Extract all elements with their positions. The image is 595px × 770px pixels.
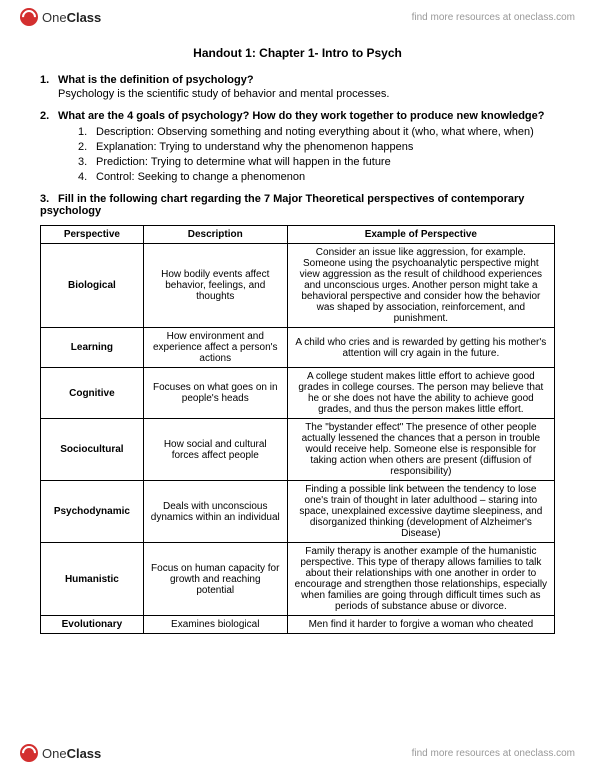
q1-answer: Psychology is the scientific study of be…: [58, 88, 555, 100]
brand-logo: OneClass: [20, 8, 101, 26]
list-item: 4. Control: Seeking to change a phenomen…: [78, 171, 555, 183]
table-body: Biological How bodily events affect beha…: [41, 244, 555, 634]
cell-perspective: Biological: [41, 244, 144, 328]
cell-perspective: Evolutionary: [41, 616, 144, 634]
question-2: 2.What are the 4 goals of psychology? Ho…: [40, 110, 555, 122]
table-row: Cognitive Focuses on what goes on in peo…: [41, 368, 555, 419]
cell-description: How bodily events affect behavior, feeli…: [143, 244, 287, 328]
page-header: OneClass find more resources at oneclass…: [0, 0, 595, 34]
table-row: Humanistic Focus on human capacity for g…: [41, 543, 555, 616]
table-row: Sociocultural How social and cultural fo…: [41, 419, 555, 481]
table-row: Evolutionary Examines biological Men fin…: [41, 616, 555, 634]
cell-perspective: Humanistic: [41, 543, 144, 616]
cell-description: Examines biological: [143, 616, 287, 634]
cell-perspective: Learning: [41, 328, 144, 368]
table-header-row: Perspective Description Example of Persp…: [41, 226, 555, 244]
list-item: 1. Description: Observing something and …: [78, 126, 555, 138]
page-footer: OneClass find more resources at oneclass…: [0, 736, 595, 770]
header-description: Description: [143, 226, 287, 244]
q3-number: 3.: [40, 193, 58, 205]
cell-perspective: Cognitive: [41, 368, 144, 419]
cell-description: Deals with unconscious dynamics within a…: [143, 481, 287, 543]
cell-example: A child who cries and is rewarded by get…: [287, 328, 554, 368]
cell-example: Family therapy is another example of the…: [287, 543, 554, 616]
cell-description: Focuses on what goes on in people's head…: [143, 368, 287, 419]
cell-description: How social and cultural forces affect pe…: [143, 419, 287, 481]
cell-example: The "bystander effect" The presence of o…: [287, 419, 554, 481]
cell-perspective: Sociocultural: [41, 419, 144, 481]
header-perspective: Perspective: [41, 226, 144, 244]
brand-part2: Class: [67, 746, 102, 761]
question-3: 3.Fill in the following chart regarding …: [40, 193, 555, 217]
brand-name: OneClass: [42, 10, 101, 25]
logo-icon: [20, 8, 38, 26]
cell-example: Consider an issue like aggression, for e…: [287, 244, 554, 328]
list-item: 2. Explanation: Trying to understand why…: [78, 141, 555, 153]
q2-number: 2.: [40, 110, 58, 122]
logo-icon: [20, 744, 38, 762]
cell-example: Finding a possible link between the tend…: [287, 481, 554, 543]
item-num: 1.: [78, 126, 96, 138]
q2-text: What are the 4 goals of psychology? How …: [58, 110, 545, 122]
item-text: Prediction: Trying to determine what wil…: [96, 156, 391, 168]
header-example: Example of Perspective: [287, 226, 554, 244]
cell-example: Men find it harder to forgive a woman wh…: [287, 616, 554, 634]
item-num: 3.: [78, 156, 96, 168]
cell-description: How environment and experience affect a …: [143, 328, 287, 368]
cell-perspective: Psychodynamic: [41, 481, 144, 543]
footer-tagline: find more resources at oneclass.com: [412, 748, 575, 759]
q1-text: What is the definition of psychology?: [58, 74, 254, 86]
item-text: Description: Observing something and not…: [96, 126, 534, 138]
header-tagline: find more resources at oneclass.com: [412, 12, 575, 23]
item-num: 2.: [78, 141, 96, 153]
q2-list: 1. Description: Observing something and …: [78, 126, 555, 183]
document-title: Handout 1: Chapter 1- Intro to Psych: [40, 46, 555, 60]
cell-description: Focus on human capacity for growth and r…: [143, 543, 287, 616]
table-row: Biological How bodily events affect beha…: [41, 244, 555, 328]
brand-part2: Class: [67, 10, 102, 25]
brand-part1: One: [42, 10, 67, 25]
question-1: 1.What is the definition of psychology?: [40, 74, 555, 86]
item-num: 4.: [78, 171, 96, 183]
q3-text: Fill in the following chart regarding th…: [40, 193, 524, 217]
item-text: Control: Seeking to change a phenomenon: [96, 171, 305, 183]
document-content: Handout 1: Chapter 1- Intro to Psych 1.W…: [0, 34, 595, 634]
brand-part1: One: [42, 746, 67, 761]
q1-number: 1.: [40, 74, 58, 86]
brand-logo-footer: OneClass: [20, 744, 101, 762]
table-row: Learning How environment and experience …: [41, 328, 555, 368]
table-row: Psychodynamic Deals with unconscious dyn…: [41, 481, 555, 543]
brand-name-footer: OneClass: [42, 746, 101, 761]
item-text: Explanation: Trying to understand why th…: [96, 141, 413, 153]
list-item: 3. Prediction: Trying to determine what …: [78, 156, 555, 168]
cell-example: A college student makes little effort to…: [287, 368, 554, 419]
perspectives-table: Perspective Description Example of Persp…: [40, 225, 555, 634]
